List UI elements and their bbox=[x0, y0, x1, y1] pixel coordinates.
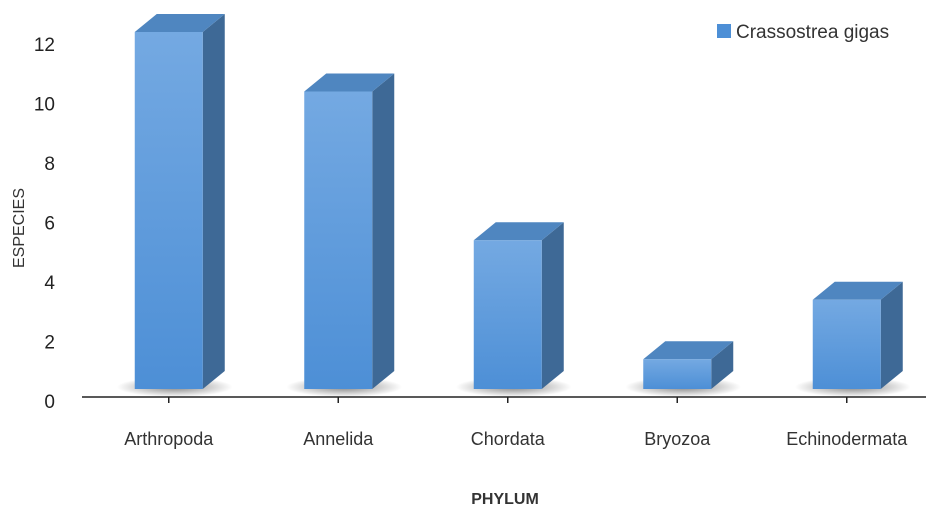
bar-side-face bbox=[202, 14, 225, 389]
bars-layer bbox=[134, 14, 903, 389]
bar-side-face bbox=[711, 341, 734, 389]
bar-front-face bbox=[134, 32, 203, 389]
bar-front-face bbox=[812, 299, 881, 389]
bar-top-face bbox=[134, 14, 225, 32]
bar-annelida bbox=[304, 73, 395, 389]
x-tick-label: Chordata bbox=[471, 429, 546, 449]
y-tick-label: 0 bbox=[44, 392, 55, 413]
y-axis-tick-labels: 0 2 4 6 8 10 12 bbox=[34, 35, 56, 413]
bar-top-face bbox=[473, 222, 564, 241]
bar-front-face bbox=[473, 240, 542, 389]
bar-side-face bbox=[372, 73, 395, 389]
y-tick-label: 8 bbox=[44, 154, 55, 175]
bar-top-face bbox=[643, 341, 734, 360]
bar-bryozoa bbox=[643, 341, 734, 389]
bar-echinodermata bbox=[812, 281, 903, 389]
x-tick-label: Bryozoa bbox=[644, 429, 711, 449]
y-tick-label: 10 bbox=[34, 95, 55, 116]
legend: Crassostrea gigas bbox=[717, 22, 889, 43]
bar-side-face bbox=[880, 281, 903, 389]
bar-front-face bbox=[304, 91, 373, 389]
bar-top-face bbox=[304, 73, 395, 92]
bar-front-face bbox=[643, 359, 712, 389]
y-tick-label: 12 bbox=[34, 35, 55, 56]
x-tick-label: Arthropoda bbox=[124, 429, 214, 449]
x-axis-title: PHYLUM bbox=[471, 491, 539, 508]
x-axis-category-labels: Arthropoda Annelida Chordata Bryozoa Echinod… bbox=[124, 429, 908, 449]
legend-swatch bbox=[717, 24, 731, 38]
bar-side-face bbox=[541, 222, 564, 389]
x-axis-ticks bbox=[168, 397, 848, 403]
y-tick-label: 2 bbox=[44, 333, 55, 354]
y-tick-label: 6 bbox=[44, 214, 55, 235]
legend-label: Crassostrea gigas bbox=[736, 22, 889, 43]
bar-arthropoda bbox=[134, 14, 225, 389]
x-tick-label: Annelida bbox=[303, 429, 374, 449]
y-axis-title: ESPECIES bbox=[11, 188, 28, 268]
bar-top-face bbox=[812, 281, 903, 300]
y-tick-label: 4 bbox=[44, 273, 55, 294]
bar-chordata bbox=[473, 222, 564, 389]
x-tick-label: Echinodermata bbox=[786, 429, 908, 449]
